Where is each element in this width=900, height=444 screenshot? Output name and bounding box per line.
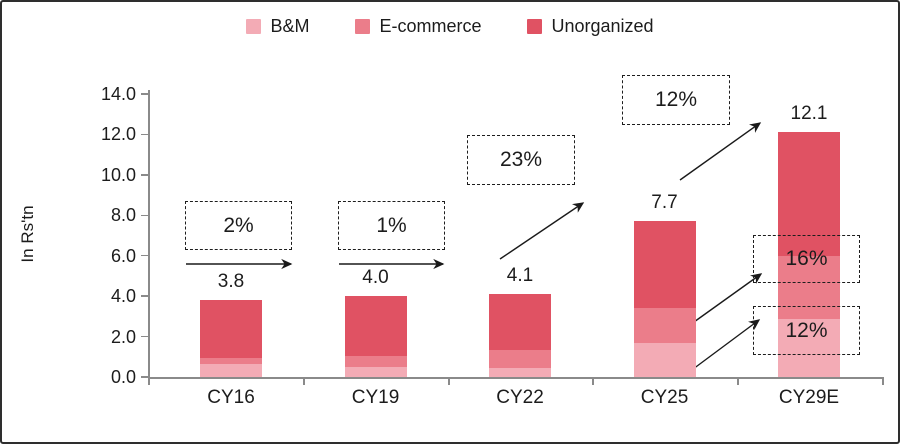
bar-segment-unorganized [489, 294, 551, 350]
legend-swatch-icon [527, 19, 543, 34]
bar-total-label: 3.8 [217, 271, 245, 293]
x-axis-label: CY25 [640, 387, 689, 408]
bar-segment-b-m [200, 363, 262, 377]
bar-segment-b-m [778, 319, 840, 377]
bar-segment-e-commerce [778, 255, 840, 320]
y-axis-title: In Rs'tn [18, 205, 37, 263]
y-axis-tick-label: 2.0 [110, 326, 136, 347]
x-axis-tick [148, 377, 150, 385]
y-axis-tick [141, 133, 148, 136]
cagr-box: 1% [338, 201, 445, 250]
cagr-box: 16% [753, 235, 860, 283]
y-axis-tick-label: 0.0 [110, 367, 136, 387]
y-axis-tick-label: 8.0 [110, 205, 136, 226]
x-axis-label: CY22 [496, 387, 544, 408]
x-axis-tick [737, 377, 739, 385]
bar-segment-unorganized [344, 296, 407, 356]
legend-item-e-commerce: E-commerce [355, 16, 481, 37]
y-axis-tick-label: 6.0 [110, 245, 136, 266]
x-axis-label: CY16 [207, 387, 255, 408]
growth-arrow [679, 122, 762, 181]
y-axis-tick [141, 254, 148, 257]
bar-segment-e-commerce [633, 308, 696, 343]
growth-arrow [499, 202, 585, 260]
y-axis-tick [141, 376, 148, 378]
legend: B&M E-commerce Unorganized [2, 16, 898, 37]
bar-segment-unorganized [633, 221, 696, 309]
y-axis-tick [141, 174, 148, 176]
legend-item-b-m: B&M [246, 16, 309, 37]
bar-total-label: 7.7 [651, 192, 678, 214]
y-axis-tick-label: 10.0 [100, 164, 136, 185]
x-axis-line [148, 377, 882, 379]
cagr-box: 2% [185, 201, 292, 250]
bar-segment-b-m [633, 342, 696, 377]
x-axis-tick [448, 377, 450, 385]
x-axis-tick [882, 377, 884, 385]
bar-total-label: 4.0 [362, 267, 389, 289]
bar-total-label: 12.1 [790, 103, 828, 125]
legend-label: B&M [270, 16, 310, 36]
y-axis-tick [141, 295, 148, 297]
x-axis-label: CY29E [778, 387, 840, 408]
y-axis-line [148, 90, 150, 384]
bar-segment-unorganized [200, 300, 262, 358]
bar-segment-e-commerce [200, 357, 262, 364]
cagr-box: 12% [622, 75, 730, 125]
y-axis-tick-label: 12.0 [100, 124, 136, 145]
bar-segment-b-m [489, 367, 551, 377]
bar-total-label: 4.1 [506, 265, 534, 287]
x-axis-label: CY19 [351, 387, 400, 408]
cagr-box: 23% [467, 135, 575, 185]
x-axis-tick [303, 377, 305, 385]
legend-label: Unorganized [551, 16, 654, 36]
y-axis-tick [141, 335, 148, 338]
cagr-box: 12% [753, 306, 860, 355]
bar-segment-e-commerce [344, 355, 407, 367]
x-axis-tick [592, 377, 594, 385]
legend-swatch-icon [355, 19, 371, 34]
y-axis-tick [141, 93, 148, 95]
y-axis-tick-label: 4.0 [110, 286, 136, 307]
bar-segment-e-commerce [489, 349, 551, 368]
legend-swatch-icon [246, 19, 262, 34]
y-axis-tick [141, 214, 148, 217]
y-axis-tick-label: 14.0 [100, 84, 136, 105]
legend-label: E-commerce [379, 16, 482, 36]
legend-item-unorganized: Unorganized [527, 16, 654, 37]
bar-segment-b-m [344, 366, 407, 377]
